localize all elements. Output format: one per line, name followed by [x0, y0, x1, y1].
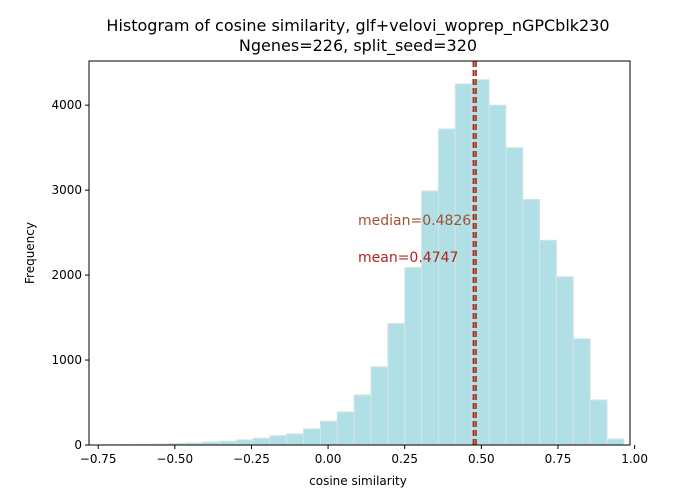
- histogram-bar: [218, 440, 237, 446]
- plot-frame: [88, 60, 631, 446]
- mean-annotation: mean=0.4747: [358, 250, 458, 266]
- histogram-bar: [235, 439, 254, 446]
- x-tick-label: 0.00: [315, 452, 342, 466]
- y-tick-label: 2000: [51, 268, 82, 282]
- histogram-bar: [437, 128, 456, 446]
- histogram-bar: [404, 266, 423, 446]
- histogram-bar: [252, 437, 271, 446]
- histogram-bar: [555, 276, 574, 446]
- histogram-bar: [589, 399, 608, 446]
- histogram-bar: [286, 433, 305, 446]
- x-axis-label: cosine similarity: [309, 474, 407, 488]
- histogram-bar: [572, 338, 591, 446]
- histogram-bar: [606, 438, 625, 446]
- y-tick-label: 1000: [51, 353, 82, 367]
- chart-subtitle: Ngenes=226, split_seed=320: [239, 36, 477, 56]
- x-tick-label: −0.75: [80, 452, 117, 466]
- y-axis: 0 1000 2000 3000 4000: [51, 98, 89, 452]
- x-tick-label: 0.25: [391, 452, 418, 466]
- x-tick-label: 1.00: [621, 452, 648, 466]
- x-tick-label: 0.50: [468, 452, 495, 466]
- x-axis: −0.75 −0.50 −0.25 0.00 0.25 0.50 0.75 1.00: [80, 445, 648, 466]
- histogram-bar: [370, 366, 389, 446]
- histogram-bar: [269, 435, 288, 446]
- histogram-bar: [319, 420, 338, 446]
- histogram-bar: [539, 239, 557, 446]
- histogram-bar: [387, 323, 406, 446]
- x-tick-label: 0.75: [545, 452, 572, 466]
- histogram-bar: [505, 147, 524, 446]
- histogram-bar: [336, 411, 355, 446]
- median-annotation: median=0.4826: [358, 213, 471, 229]
- histogram-bar: [421, 190, 439, 446]
- histogram-bar: [471, 79, 490, 446]
- y-tick-label: 4000: [51, 98, 82, 112]
- y-axis-label: Frequency: [23, 222, 37, 284]
- y-tick-label: 3000: [51, 183, 82, 197]
- x-tick-label: −0.50: [156, 452, 193, 466]
- y-tick-label: 0: [74, 438, 82, 452]
- histogram-bar: [488, 104, 507, 446]
- histogram-bar: [303, 428, 321, 446]
- histogram-bar: [353, 394, 372, 446]
- chart-title: Histogram of cosine similarity, glf+velo…: [106, 16, 609, 36]
- histogram-bar: [522, 198, 541, 446]
- x-tick-label: −0.25: [233, 452, 270, 466]
